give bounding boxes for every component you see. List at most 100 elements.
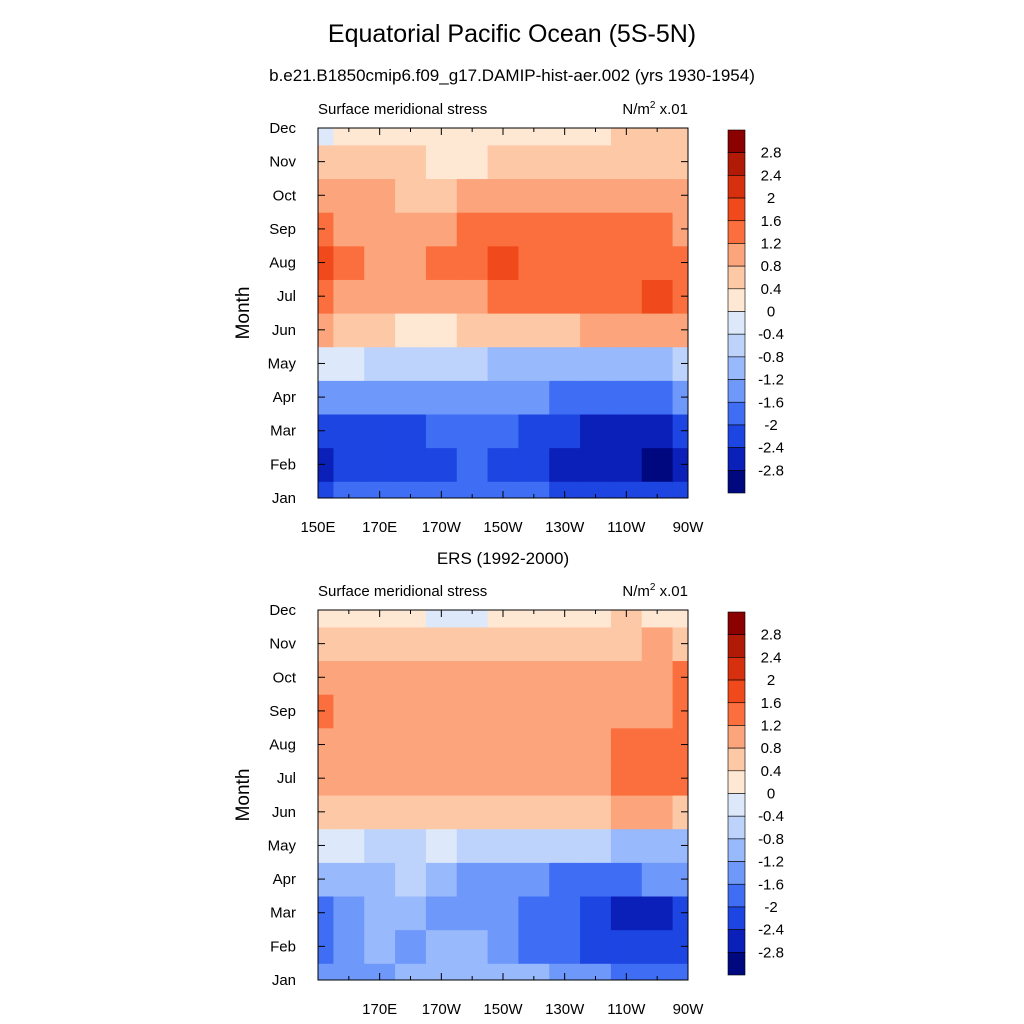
heatmap-cell xyxy=(364,346,396,381)
heatmap-cell xyxy=(610,795,643,830)
heatmap-cell xyxy=(456,963,489,980)
colorbar-label: 1.2 xyxy=(761,235,782,252)
heatmap-cell xyxy=(364,828,396,863)
heatmap-cell xyxy=(580,895,612,931)
heatmap-cell xyxy=(333,610,365,628)
heatmap-cell xyxy=(395,346,427,381)
heatmap-cell xyxy=(395,761,427,796)
heatmap-cell xyxy=(333,761,365,796)
heatmap-cell xyxy=(610,128,643,146)
colorbar-label: -2 xyxy=(764,417,777,434)
colorbar-swatch xyxy=(727,243,746,267)
heatmap-cell xyxy=(333,694,365,729)
heatmap-cell xyxy=(610,481,643,498)
heatmap-cell xyxy=(610,245,643,280)
colorbar-label: -1.2 xyxy=(758,854,784,871)
x-tick-label: 110W xyxy=(607,1001,646,1018)
heatmap-cell xyxy=(333,963,365,980)
y-tick-label: Nov xyxy=(269,154,296,171)
heatmap-cell xyxy=(395,795,427,830)
heatmap-cell xyxy=(641,895,674,931)
heatmap-cell xyxy=(395,144,427,180)
heatmap-cell xyxy=(487,626,520,662)
heatmap-cell xyxy=(487,862,520,897)
heatmap-cell xyxy=(456,929,489,964)
heatmap-cell xyxy=(364,929,396,964)
heatmap-cell xyxy=(333,862,365,897)
colorbar-label: -2.4 xyxy=(758,440,784,457)
heatmap-cell xyxy=(456,862,489,897)
y-tick-label: Feb xyxy=(270,456,296,473)
colorbar-swatch xyxy=(727,333,746,358)
heatmap-cell xyxy=(364,626,396,662)
y-axis-label: Month xyxy=(233,287,254,340)
heatmap-cell xyxy=(610,178,643,213)
heatmap-cell xyxy=(549,795,581,830)
heatmap-cell xyxy=(549,144,581,180)
heatmap-cell xyxy=(518,963,550,980)
colorbar: 2.8 2.4 2 1.6 1.2 0.8 0.4 0 -0.4 -0.8 -1.2 -1.6 -2 -2… xyxy=(727,611,784,976)
heatmap-cell xyxy=(333,929,365,964)
heatmap-cell xyxy=(580,245,612,280)
heatmap-cell xyxy=(672,380,688,415)
heatmap-cell xyxy=(364,727,396,762)
heatmap-cell xyxy=(364,413,396,449)
heatmap-cell xyxy=(364,895,396,931)
heatmap-cell xyxy=(425,447,458,482)
heatmap-cell xyxy=(610,727,643,762)
colorbar-label: 2.8 xyxy=(761,145,782,162)
heatmap-cell xyxy=(456,178,489,213)
heatmap-cell xyxy=(580,212,612,247)
page-subtitle: b.e21.B1850cmip6.f09_g17.DAMIP-hist-aer.… xyxy=(269,66,755,85)
colorbar-label: 2.8 xyxy=(761,627,782,644)
heatmap-cell xyxy=(641,795,674,830)
y-axis-label: Month xyxy=(233,769,254,822)
x-tick-label: 130W xyxy=(545,519,585,536)
colorbar-swatch xyxy=(727,929,746,953)
heatmap-cell xyxy=(456,694,489,729)
y-tick-label: Nov xyxy=(269,636,296,653)
heatmap-cell xyxy=(395,313,427,348)
heatmap-cell xyxy=(610,313,643,348)
heatmap-cell xyxy=(487,828,520,863)
heatmap-cell xyxy=(318,447,335,482)
colorbar-label: -1.6 xyxy=(758,876,784,893)
field-label: Surface meridional stress xyxy=(318,583,487,600)
heatmap-cell xyxy=(425,279,458,314)
colorbar-swatch xyxy=(727,815,746,840)
heatmap-cell xyxy=(333,447,365,482)
heatmap-cell xyxy=(425,610,458,628)
heatmap-cells xyxy=(318,610,688,980)
y-tick-label: Mar xyxy=(270,905,296,922)
heatmap-cell xyxy=(549,963,581,980)
heatmap-cell xyxy=(456,212,489,247)
heatmap-cell xyxy=(487,178,520,213)
heatmap-cell xyxy=(318,795,335,830)
heatmap-cell xyxy=(549,694,581,729)
heatmap-cell xyxy=(333,413,365,449)
heatmap-cell xyxy=(364,862,396,897)
heatmap-cell xyxy=(487,929,520,964)
y-tick-label: May xyxy=(268,837,297,854)
y-tick-label: Jul xyxy=(277,288,296,305)
y-tick-label: Sep xyxy=(269,221,296,238)
colorbar-label: -2.8 xyxy=(758,944,784,961)
heatmap-cell xyxy=(549,929,581,964)
heatmap-cell xyxy=(487,660,520,695)
heatmap-cells xyxy=(318,128,688,498)
heatmap-cell xyxy=(672,346,688,381)
heatmap-cell xyxy=(333,795,365,830)
heatmap-cell xyxy=(333,895,365,931)
x-tick-label: 170W xyxy=(422,519,462,536)
heatmap-cell xyxy=(672,626,688,662)
x-tick-label: 170W xyxy=(422,1001,462,1018)
heatmap-cell xyxy=(641,128,674,146)
heatmap-cell xyxy=(456,245,489,280)
heatmap-cell xyxy=(456,610,489,628)
colorbar-swatch xyxy=(727,747,746,772)
colorbar-swatch xyxy=(727,861,746,885)
heatmap-cell xyxy=(610,929,643,964)
heatmap-cell xyxy=(395,626,427,662)
heatmap-cell xyxy=(318,144,335,180)
colorbar-swatch xyxy=(727,152,746,176)
